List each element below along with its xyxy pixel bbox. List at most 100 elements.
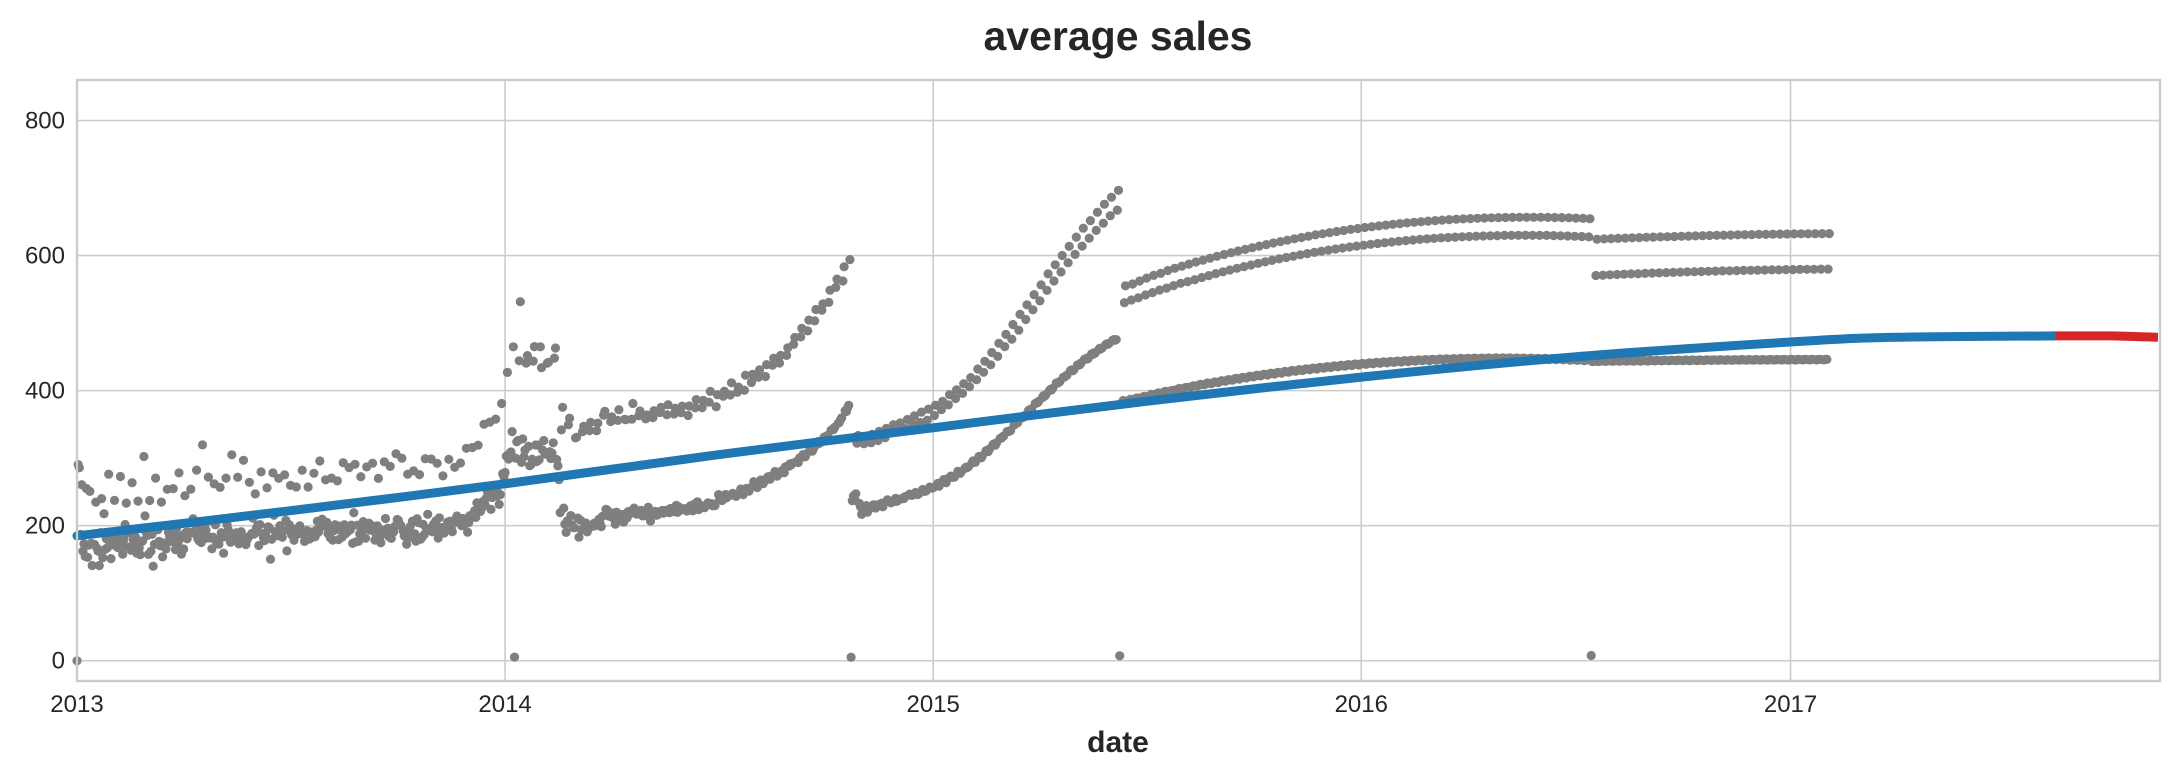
scatter-point [1063,258,1073,268]
scatter-point [993,351,1003,361]
scatter-point [1796,229,1806,239]
scatter-point [789,339,799,349]
scatter-point [238,455,249,465]
scatter-point [803,326,813,336]
scatter-point [1556,231,1566,241]
scatter-point [550,343,561,353]
scatter-points [72,185,1834,666]
scatter-point [1564,213,1574,223]
scatter-point [1205,253,1215,263]
scatter-point [1789,229,1799,239]
scatter-point [201,525,211,535]
scatter-point [444,454,454,464]
scatter-point [697,403,707,413]
scatter-point [1330,244,1341,254]
scatter-point [755,365,765,375]
scatter-point [1640,268,1650,278]
scatter-point [1323,245,1333,255]
scatter-point [1500,212,1511,223]
scatter-point [705,386,715,396]
scatter-point [1274,254,1284,264]
scatter-point [1591,270,1601,281]
scatter-point [256,467,266,477]
scatter-point [1599,234,1609,244]
scatter-point [1542,230,1552,240]
scatter-point [402,539,412,549]
scatter-point [1698,231,1708,241]
scatter-point [486,504,496,514]
scatter-point [1401,236,1411,246]
scatter-point [1586,650,1596,661]
scatter-point [586,417,596,427]
scatter-point [1527,230,1538,240]
scatter-point [87,560,97,571]
scatter-point [280,470,290,480]
scatter-point [168,484,178,494]
scatter-point [1332,226,1342,237]
scatter-point [1268,238,1278,248]
scatter-point [423,509,433,519]
scatter-point [1085,216,1095,226]
scatter-point [297,465,307,475]
scatter-point [986,360,996,370]
scatter-point [574,532,584,542]
scatter-point [1106,192,1117,202]
scatter-point [385,461,395,471]
scatter-point [1563,231,1573,241]
scatter-point [1261,240,1271,250]
scatter-point [1309,247,1319,257]
gridlines [76,80,2160,681]
scatter-point [180,491,190,501]
scatter-point [1014,325,1024,335]
scatter-point [515,297,525,307]
scatter-point [662,410,672,420]
scatter-point [1099,199,1109,209]
scatter-point [1092,207,1102,217]
scatter-point [593,418,603,428]
scatter-point [1111,335,1121,345]
scatter-point [1360,222,1370,233]
scatter-point [1683,231,1694,241]
scatter-point [1647,268,1657,278]
scatter-point [1352,241,1362,251]
scatter-point [127,478,137,488]
scatter-point [186,484,196,494]
scatter-point [1747,230,1757,240]
scatter-point [158,552,168,562]
scatter-point [99,509,109,519]
scatter-point [1493,213,1504,223]
scatter-point [495,490,505,500]
scatter-point [1824,229,1834,239]
scatter-point [522,351,533,361]
scatter-point [1105,211,1115,221]
scatter-point [627,414,637,424]
scatter-point [1416,217,1426,227]
scatter-point [1240,244,1250,254]
scatter-point [565,413,575,423]
scatter-point [1190,275,1200,285]
scatter-point [1675,267,1685,277]
scatter-point [683,410,693,421]
scatter-point [118,549,128,559]
scatter-point [1690,231,1701,241]
scatter-point [1822,354,1832,364]
scatter-point [1613,233,1623,243]
scatter-point [1550,212,1560,223]
scatter-point [711,402,721,412]
scatter-point [1719,230,1729,240]
scatter-point [1036,280,1046,290]
scatter-point [1303,231,1314,241]
scatter-point [447,527,457,537]
scatter-point [1042,285,1052,295]
scatter-point [1359,240,1369,250]
scatter-point [376,538,386,548]
scatter-point [1592,234,1602,244]
scatter-point [936,405,947,415]
scatter-point [1499,230,1509,240]
scatter-point [1444,215,1454,225]
scatter-point [1535,230,1545,240]
scatter-point [473,440,483,450]
scatter-point [704,397,714,407]
scatter-point [929,410,940,421]
scatter-point [1302,249,1312,259]
